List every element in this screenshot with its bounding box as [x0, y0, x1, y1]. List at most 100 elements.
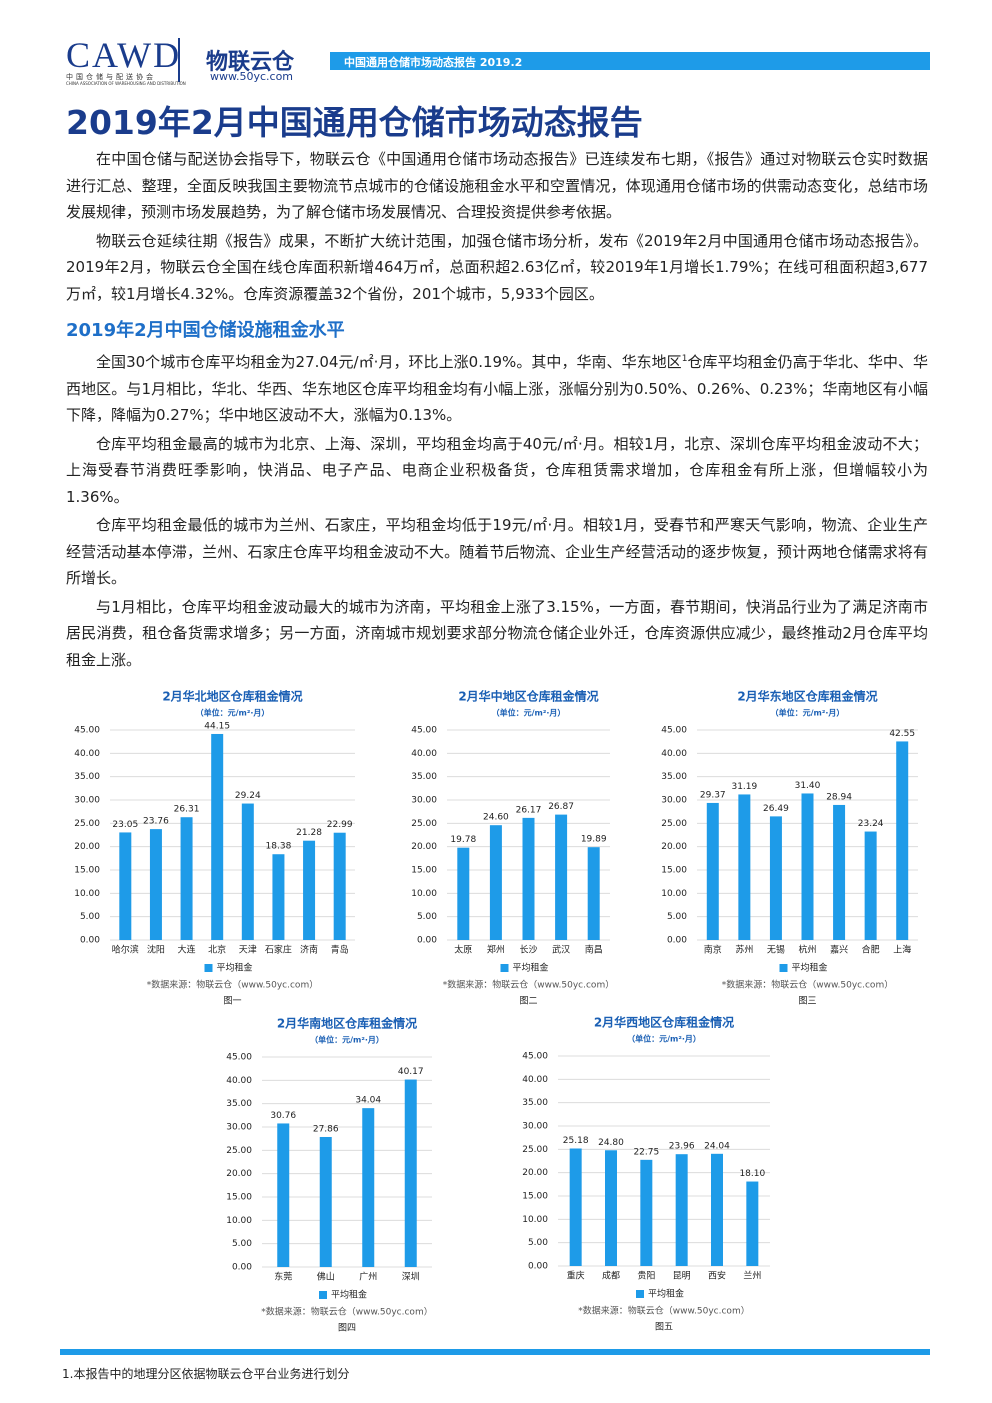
value-label: 44.15: [204, 721, 230, 731]
value-label: 18.10: [739, 1169, 765, 1179]
section-heading: 2019年2月中国仓储设施租金水平: [66, 320, 345, 341]
bar: [769, 816, 782, 940]
value-label: 31.40: [795, 781, 821, 791]
x-tick-label: 北京: [208, 944, 226, 956]
y-tick-label: 5.00: [528, 1238, 548, 1248]
y-tick-label: 10.00: [74, 889, 100, 899]
y-tick-label: 5.00: [80, 912, 100, 922]
intro: 在中国仓储与配送协会指导下，物联云仓《中国通用仓储市场动态报告》已连续发布七期，…: [66, 146, 928, 309]
paragraph: 全国30个城市仓库平均租金为27.04元/㎡·月，环比上涨0.19%。其中，华南…: [66, 346, 928, 429]
chart-title: 2月华南地区仓库租金情况: [277, 1016, 417, 1031]
legend-label: 平均租金: [792, 962, 828, 974]
x-tick-label: 贵阳: [637, 1270, 655, 1282]
paragraph: 仓库平均租金最低的城市为兰州、石家庄，平均租金均低于19元/㎡·月。相较1月，受…: [66, 516, 928, 587]
x-tick-label: 合肥: [862, 944, 880, 956]
x-tick-label: 杭州: [798, 944, 816, 956]
y-tick-label: 30.00: [226, 1123, 252, 1133]
value-label: 22.99: [327, 820, 353, 830]
y-tick-label: 40.00: [226, 1076, 252, 1086]
y-tick-label: 45.00: [522, 1052, 548, 1062]
y-tick-label: 0.00: [417, 936, 437, 946]
data-source: *数据来源：物联云仓（www.50yc.com）: [443, 979, 614, 991]
legend-label: 平均租金: [513, 962, 549, 974]
value-label: 27.86: [313, 1124, 339, 1134]
value-label: 34.04: [355, 1096, 381, 1106]
x-tick-label: 青岛: [331, 944, 349, 956]
y-tick-label: 35.00: [411, 772, 437, 782]
y-tick-label: 20.00: [661, 842, 687, 852]
value-label: 24.80: [598, 1138, 624, 1148]
bar: [119, 832, 132, 940]
y-tick-label: 45.00: [661, 726, 687, 736]
x-tick-label: 昆明: [673, 1271, 691, 1282]
figure-caption: 图三: [798, 996, 816, 1007]
text: 仓库平均租金仍高于华北、华中、华西地区。与1月相比，华北、华西、华东地区仓库平均…: [66, 353, 928, 424]
y-tick-label: 40.00: [411, 749, 437, 759]
chart-title: 2月华北地区仓库租金情况: [162, 689, 302, 704]
value-label: 31.19: [731, 782, 757, 792]
x-tick-label: 成都: [602, 1270, 620, 1282]
chart-title: 2月华中地区仓库租金情况: [458, 689, 598, 704]
value-label: 24.60: [483, 813, 509, 823]
value-label: 22.75: [633, 1147, 659, 1157]
x-tick-label: 上海: [893, 944, 911, 956]
bar: [706, 802, 719, 940]
y-tick-label: 0.00: [667, 936, 687, 946]
bar: [896, 741, 909, 940]
legend-swatch: [319, 1291, 327, 1299]
y-tick-label: 0.00: [528, 1262, 548, 1272]
x-tick-label: 重庆: [567, 1270, 585, 1282]
y-tick-label: 10.00: [522, 1215, 548, 1225]
chart-subtitle: （单位：元/m²·月）: [310, 1035, 384, 1045]
y-tick-label: 20.00: [226, 1169, 252, 1179]
bar: [522, 817, 535, 940]
section-body: 全国30个城市仓库平均租金为27.04元/㎡·月，环比上涨0.19%。其中，华南…: [66, 346, 928, 675]
bar: [404, 1079, 417, 1267]
y-tick-label: 45.00: [226, 1053, 252, 1063]
y-tick-label: 35.00: [226, 1099, 252, 1109]
y-tick-label: 25.00: [411, 819, 437, 829]
brand: 物联云仓: [206, 50, 295, 75]
paragraph: 仓库平均租金最高的城市为北京、上海、深圳，平均租金均高于40元/㎡·月。相较1月…: [66, 434, 928, 506]
bar: [180, 817, 193, 940]
x-tick-label: 佛山: [317, 1271, 335, 1283]
y-tick-label: 30.00: [411, 796, 437, 806]
y-tick-label: 15.00: [522, 1192, 548, 1202]
x-tick-label: 武汉: [552, 944, 570, 956]
bar: [457, 847, 470, 940]
y-tick-label: 25.00: [661, 819, 687, 829]
bar: [711, 1153, 723, 1266]
y-tick-label: 35.00: [74, 772, 100, 782]
bar: [569, 1148, 582, 1266]
value-label: 23.24: [858, 819, 884, 829]
value-label: 26.31: [174, 805, 200, 815]
legend-label: 平均租金: [217, 962, 253, 974]
value-label: 29.37: [700, 790, 726, 800]
legend-label: 平均租金: [331, 1289, 367, 1301]
value-label: 24.04: [704, 1141, 730, 1151]
y-tick-label: 15.00: [411, 866, 437, 876]
bar: [801, 793, 814, 940]
value-label: 23.96: [669, 1142, 695, 1152]
value-label: 28.94: [826, 792, 852, 802]
x-tick-label: 苏州: [735, 944, 753, 956]
x-tick-label: 南昌: [585, 944, 603, 956]
y-tick-label: 35.00: [522, 1098, 548, 1108]
y-tick-label: 25.00: [74, 819, 100, 829]
x-tick-label: 深圳: [402, 1272, 420, 1283]
value-label: 23.76: [143, 817, 169, 827]
logo-divider: [178, 38, 180, 82]
data-source: *数据来源：物联云仓（www.50yc.com）: [261, 1306, 432, 1318]
bar: [333, 832, 346, 940]
bar: [746, 1181, 759, 1266]
paragraph: 物联云仓延续往期《报告》成果，不断扩大统计范围，加强仓储市场分析，发布《2019…: [66, 231, 928, 303]
figure-caption: 图二: [519, 996, 537, 1007]
bar: [587, 847, 600, 940]
footnote: 1.本报告中的地理分区依据物联云仓平台业务进行划分: [62, 1367, 350, 1381]
y-tick-label: 10.00: [661, 889, 687, 899]
y-tick-label: 20.00: [411, 842, 437, 852]
data-source: *数据来源：物联云仓（www.50yc.com）: [578, 1305, 749, 1317]
y-tick-label: 30.00: [661, 796, 687, 806]
y-tick-label: 45.00: [411, 726, 437, 736]
